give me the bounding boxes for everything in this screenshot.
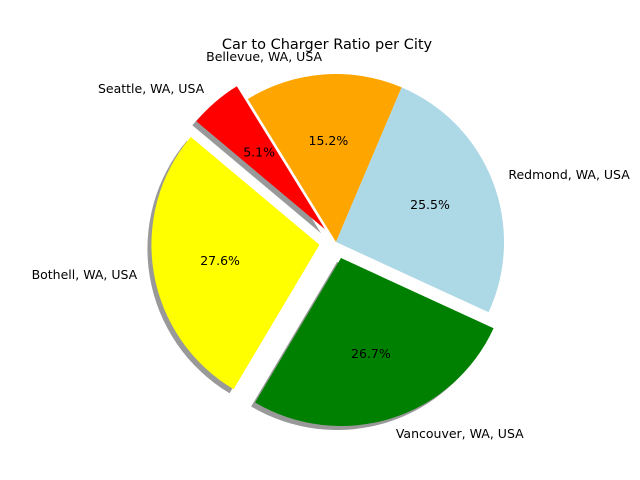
slice-label-bothell: Bothell, WA, USA xyxy=(32,267,138,282)
slice-label-seattle: Seattle, WA, USA xyxy=(98,81,205,96)
pie-slice-seattle xyxy=(196,86,326,230)
slice-label-bellevue: Bellevue, WA, USA xyxy=(206,49,322,64)
pie-slice-vancouver xyxy=(255,258,494,427)
pie-slice-bellevue xyxy=(247,73,402,242)
pie-slices xyxy=(151,73,504,427)
slice-percent-redmond: 25.5% xyxy=(410,197,450,212)
slice-percent-vancouver: 26.7% xyxy=(351,346,391,361)
slice-percent-bellevue: 15.2% xyxy=(309,133,349,148)
pie-slice-redmond xyxy=(336,87,504,313)
slice-percent-seattle: 5.1% xyxy=(243,145,275,160)
chart-title: Car to Charger Ratio per City xyxy=(222,37,433,53)
slice-percent-bothell: 27.6% xyxy=(200,253,240,268)
slice-labels: Seattle, WA, USA 5.1% Bellevue, WA, USA 15.… xyxy=(32,49,631,441)
slice-label-vancouver: Vancouver, WA, USA xyxy=(396,426,524,441)
slice-label-redmond: Redmond, WA, USA xyxy=(508,167,630,182)
pie-slice-bothell xyxy=(151,136,320,390)
